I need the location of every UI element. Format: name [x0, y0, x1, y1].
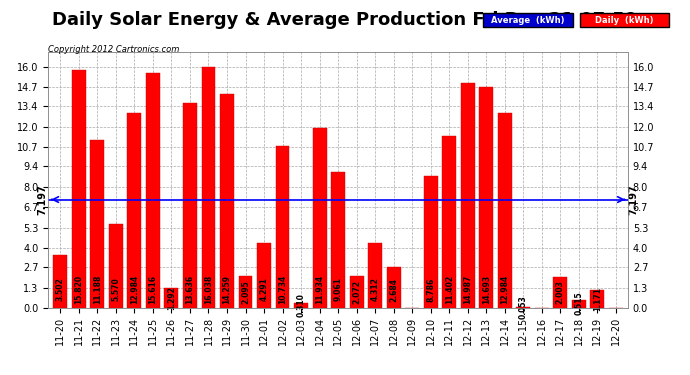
Text: 2.095: 2.095 [241, 280, 250, 304]
Text: 9.061: 9.061 [333, 278, 343, 302]
Text: 7.197: 7.197 [37, 184, 48, 215]
Text: 14.259: 14.259 [222, 275, 231, 304]
Text: 11.934: 11.934 [315, 275, 324, 304]
Bar [480, 87, 493, 308]
Bar [294, 303, 308, 307]
Bar [386, 267, 401, 308]
Bar [350, 276, 364, 308]
Text: Average  (kWh): Average (kWh) [491, 16, 564, 25]
Text: 12.984: 12.984 [500, 275, 509, 304]
Text: 2.684: 2.684 [389, 278, 398, 302]
Text: 11.188: 11.188 [93, 275, 102, 304]
Text: Daily Solar Energy & Average Production Fri Dec 21 07:59: Daily Solar Energy & Average Production … [52, 11, 638, 29]
Bar [72, 70, 86, 308]
Bar [257, 243, 271, 308]
Bar [331, 172, 345, 308]
Bar [516, 307, 530, 308]
Bar [201, 67, 215, 308]
Bar [53, 255, 68, 308]
Text: 0.053: 0.053 [519, 295, 528, 319]
Text: 5.570: 5.570 [111, 278, 120, 302]
Text: 10.734: 10.734 [278, 275, 287, 304]
Text: 3.502: 3.502 [56, 278, 65, 302]
Text: 4.291: 4.291 [259, 278, 268, 302]
Bar [313, 129, 326, 308]
Text: 8.786: 8.786 [426, 278, 435, 302]
Text: 15.820: 15.820 [75, 275, 83, 304]
Text: 13.636: 13.636 [186, 275, 195, 304]
Text: Daily  (kWh): Daily (kWh) [595, 16, 653, 25]
Text: 2.072: 2.072 [352, 280, 361, 304]
Bar [442, 136, 456, 308]
Bar [368, 243, 382, 308]
Bar [239, 276, 253, 308]
Text: 1.292: 1.292 [167, 286, 176, 310]
Bar [497, 113, 512, 308]
Text: 14.987: 14.987 [463, 275, 472, 304]
Bar [220, 94, 234, 308]
Bar [275, 147, 290, 308]
Bar [424, 176, 437, 308]
Text: 11.402: 11.402 [445, 275, 454, 304]
Bar [109, 224, 123, 308]
Text: 16.038: 16.038 [204, 275, 213, 304]
Bar [90, 140, 104, 308]
Text: Copyright 2012 Cartronics.com: Copyright 2012 Cartronics.com [48, 45, 179, 54]
Bar [183, 103, 197, 308]
Text: 0.515: 0.515 [574, 292, 583, 315]
Text: 2.003: 2.003 [556, 280, 565, 304]
Text: 4.312: 4.312 [371, 278, 380, 302]
Bar [461, 83, 475, 308]
Bar [591, 290, 604, 308]
Bar [128, 113, 141, 308]
Text: 15.616: 15.616 [148, 275, 157, 304]
Text: 1.171: 1.171 [593, 287, 602, 311]
Bar [146, 73, 160, 308]
Text: 0.310: 0.310 [297, 293, 306, 317]
Text: 12.984: 12.984 [130, 275, 139, 304]
Text: 7.197: 7.197 [629, 184, 639, 215]
Bar [572, 300, 586, 307]
Text: 14.693: 14.693 [482, 275, 491, 304]
Bar [164, 288, 179, 308]
Bar [553, 278, 567, 308]
